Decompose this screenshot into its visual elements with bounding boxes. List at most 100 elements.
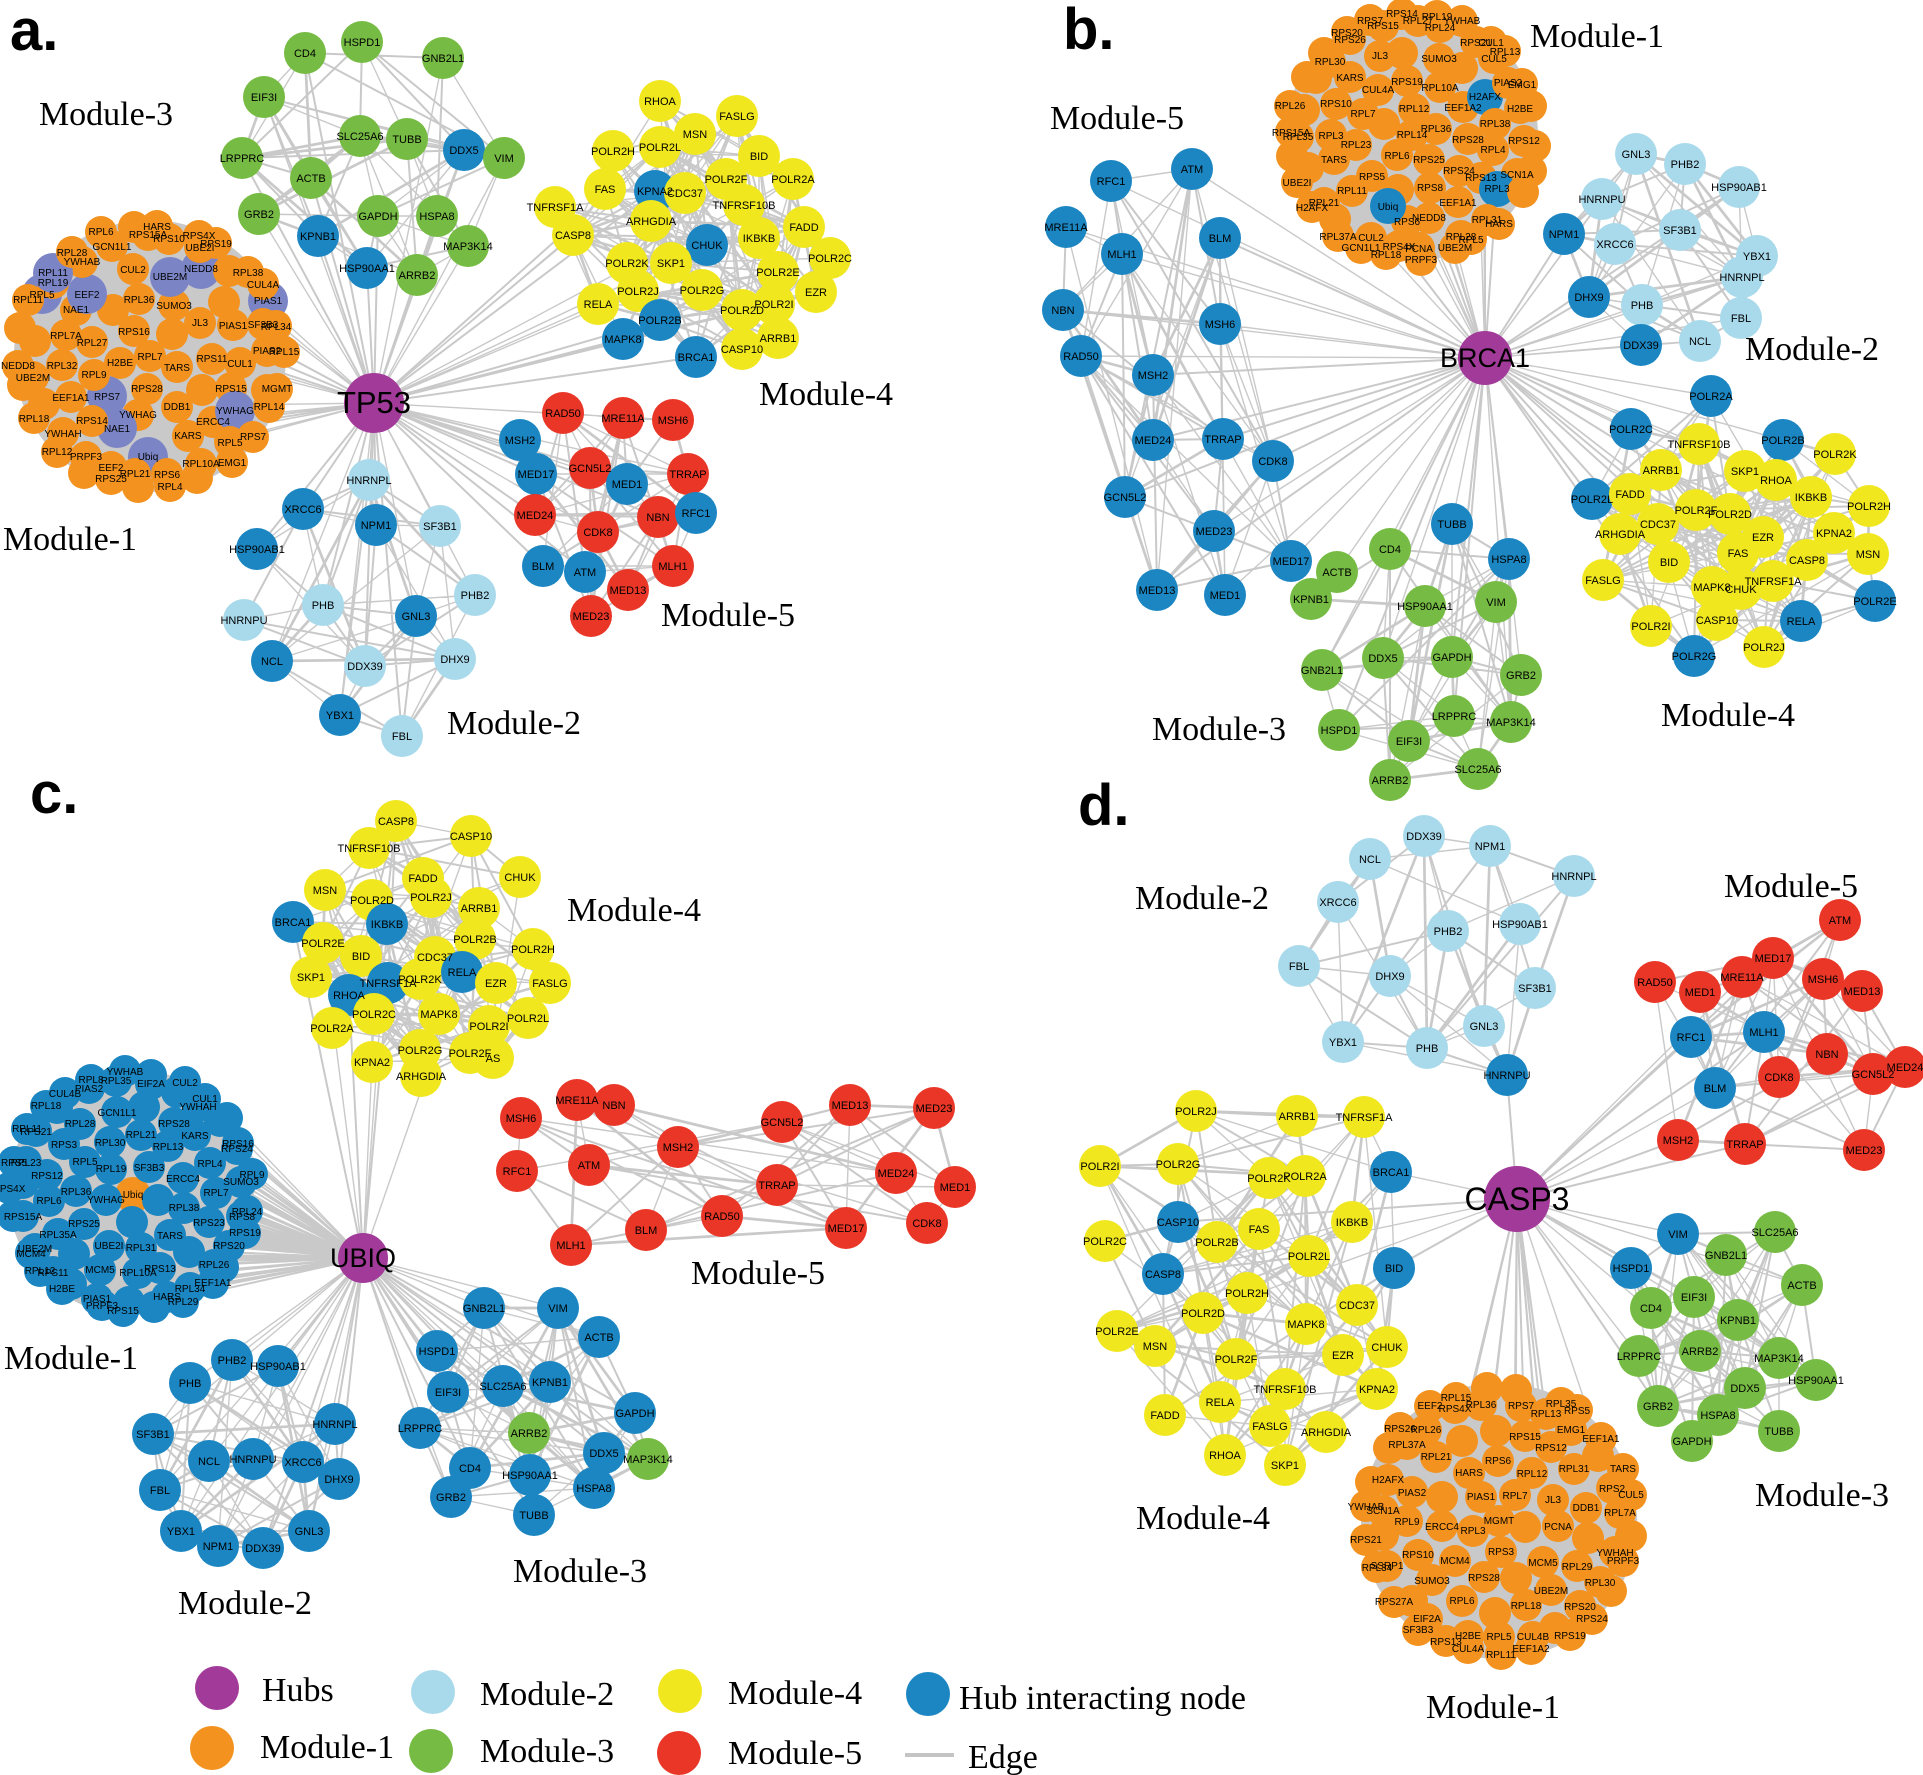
svg-text:RPL15: RPL15 [1441,1393,1472,1404]
svg-text:GCN5L2: GCN5L2 [1852,1069,1895,1081]
svg-text:MSH6: MSH6 [658,415,689,427]
svg-text:RPL7A: RPL7A [1604,1508,1636,1519]
svg-text:POLR2B: POLR2B [1195,1237,1238,1249]
svg-text:CASP8: CASP8 [555,230,591,242]
svg-text:RPS24: RPS24 [221,1144,253,1155]
svg-text:POLR2G: POLR2G [398,1045,443,1057]
svg-text:RPS15A: RPS15A [4,1212,43,1223]
svg-text:MCM5: MCM5 [85,1265,115,1276]
svg-text:Module-4: Module-4 [728,1675,862,1712]
svg-text:KPNB1: KPNB1 [1720,1315,1756,1327]
svg-text:MCM5: MCM5 [1528,1558,1558,1569]
svg-text:PRPF3: PRPF3 [1405,255,1438,266]
svg-text:POLR2C: POLR2C [352,1009,396,1021]
svg-text:CUL5: CUL5 [1618,1490,1644,1501]
svg-text:PIAS2: PIAS2 [1494,78,1523,89]
svg-text:CDK8: CDK8 [912,1218,941,1230]
svg-text:SUMO3: SUMO3 [156,301,192,312]
svg-text:RPL24: RPL24 [1425,23,1456,34]
svg-text:POLR2E: POLR2E [301,938,344,950]
svg-text:HSPA8: HSPA8 [1491,554,1526,566]
svg-text:KARS: KARS [1336,73,1364,84]
svg-text:XRCC6: XRCC6 [1319,897,1356,909]
svg-text:MED23: MED23 [1196,526,1233,538]
svg-text:d.: d. [1078,773,1130,838]
svg-text:FASLG: FASLG [719,111,754,123]
svg-text:GNL3: GNL3 [1622,149,1651,161]
svg-text:POLR2H: POLR2H [1225,1288,1269,1300]
svg-text:ARRB1: ARRB1 [760,333,797,345]
svg-text:HNRNPU: HNRNPU [1483,1070,1530,1082]
svg-text:Module-2: Module-2 [178,1585,312,1622]
svg-text:NEDD8: NEDD8 [184,264,218,275]
svg-text:POLR2J: POLR2J [1743,642,1785,654]
svg-text:HSPA8: HSPA8 [419,211,454,223]
svg-text:IKBKB: IKBKB [743,233,775,245]
svg-text:CASP10: CASP10 [450,831,492,843]
svg-text:CUL4A: CUL4A [1452,1644,1485,1655]
svg-text:Module-4: Module-4 [1136,1500,1270,1537]
svg-text:PCNA: PCNA [1544,1522,1572,1533]
svg-text:RPL36: RPL36 [124,295,155,306]
svg-text:RPL23: RPL23 [1341,140,1372,151]
svg-text:KPNA2: KPNA2 [637,186,673,198]
svg-text:KPNA2: KPNA2 [354,1057,390,1069]
svg-text:DDX39: DDX39 [245,1543,280,1555]
svg-text:RPL18: RPL18 [1371,250,1402,261]
svg-text:MSN: MSN [683,129,708,141]
svg-text:RPL9: RPL9 [1394,1517,1419,1528]
svg-text:Module-4: Module-4 [567,892,701,929]
svg-text:RPL3: RPL3 [1318,131,1343,142]
svg-text:PIAS2: PIAS2 [75,1084,104,1095]
svg-text:LRPPRC: LRPPRC [1432,711,1477,723]
svg-text:CD4: CD4 [459,1463,481,1475]
svg-text:POLR2D: POLR2D [720,305,764,317]
svg-text:POLR2B: POLR2B [453,934,496,946]
svg-text:UBIQ: UBIQ [330,1243,396,1273]
svg-text:RPL10A: RPL10A [182,459,220,470]
svg-text:POLR2D: POLR2D [1708,509,1752,521]
svg-text:DDX39: DDX39 [347,661,382,673]
svg-text:H2BE: H2BE [1507,104,1533,115]
svg-text:POLR2J: POLR2J [410,892,452,904]
svg-text:RPS19: RPS19 [1391,77,1423,88]
svg-text:Edge: Edge [968,1739,1038,1775]
svg-text:RPL12: RPL12 [42,447,73,458]
svg-text:CHUK: CHUK [1371,1342,1403,1354]
svg-text:TRRAP: TRRAP [1204,434,1241,446]
svg-text:CUL4B: CUL4B [49,1089,82,1100]
svg-text:RHOA: RHOA [1760,475,1792,487]
svg-text:GNB2L1: GNB2L1 [463,1303,505,1315]
svg-text:RPL11: RPL11 [1337,186,1367,197]
svg-text:ACTB: ACTB [1787,1280,1816,1292]
svg-text:TNFRSF10B: TNFRSF10B [1668,439,1731,451]
svg-text:RPL35A: RPL35A [39,1230,77,1241]
svg-text:EEF1A1: EEF1A1 [52,393,90,404]
svg-text:UBE2I: UBE2I [186,243,215,254]
svg-text:CDC37: CDC37 [1339,1300,1375,1312]
svg-text:RPL32: RPL32 [47,361,78,372]
svg-text:NCL: NCL [1689,336,1711,348]
svg-text:POLR2G: POLR2G [1156,1159,1201,1171]
svg-text:RPL14: RPL14 [254,402,285,413]
svg-text:RPS14: RPS14 [1386,9,1418,20]
svg-text:TRRAP: TRRAP [758,1180,795,1192]
svg-text:RPL37A: RPL37A [1319,232,1357,243]
svg-text:UBE2M: UBE2M [1534,1586,1568,1597]
svg-text:ARHGDIA: ARHGDIA [1595,529,1646,541]
svg-text:FASLG: FASLG [1585,575,1620,587]
svg-text:CASP10: CASP10 [721,344,763,356]
svg-text:RPS6: RPS6 [1394,217,1421,228]
svg-text:FBL: FBL [150,1485,170,1497]
svg-text:TARS: TARS [1610,1464,1636,1475]
svg-text:PHB2: PHB2 [1671,159,1700,171]
svg-text:MAP3K14: MAP3K14 [1754,1353,1804,1365]
svg-text:JL3: JL3 [192,318,209,329]
svg-text:RPS28: RPS28 [1468,1573,1500,1584]
svg-text:Hubs: Hubs [262,1672,334,1709]
svg-text:NAE1: NAE1 [63,305,90,316]
svg-text:RPL36: RPL36 [1466,1400,1497,1411]
svg-text:GCN5L2: GCN5L2 [569,463,612,475]
svg-text:RPS10: RPS10 [1402,1550,1434,1561]
svg-text:RPL11: RPL11 [38,268,68,279]
